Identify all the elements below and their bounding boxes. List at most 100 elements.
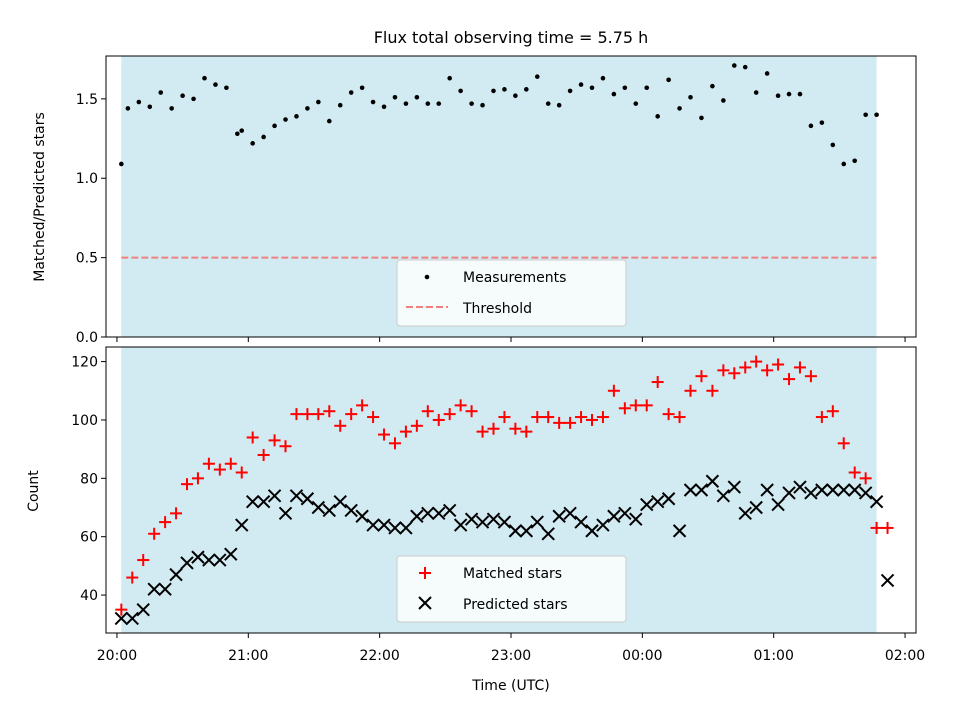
matched-star-point — [772, 358, 785, 371]
predicted-star-point — [880, 573, 895, 588]
predicted-star-point — [650, 494, 665, 509]
matched-star-point — [848, 466, 861, 479]
measurement-point — [261, 134, 266, 140]
matched-star-point — [388, 437, 401, 450]
matched-star-point — [629, 399, 642, 412]
matched-star-point — [870, 521, 883, 534]
measurement-point — [775, 93, 781, 98]
measurement-point — [491, 88, 496, 94]
matched-star-point — [717, 364, 730, 377]
matched-star-point — [476, 425, 489, 438]
predicted-star-point — [311, 500, 326, 515]
measurement-point — [202, 75, 207, 81]
matched-star-point — [684, 384, 697, 397]
legend-matched-label: Matched stars — [463, 566, 562, 582]
measurement-point — [600, 75, 606, 81]
matched-star-point — [367, 411, 380, 424]
measurement-point — [567, 88, 573, 94]
matched-star-point — [739, 361, 752, 374]
measurement-point — [136, 99, 142, 105]
measurement-point — [699, 115, 704, 121]
measurement-point — [392, 94, 398, 100]
predicted-star-point — [826, 483, 840, 497]
matched-star-point — [564, 416, 577, 429]
legend-predicted-marker — [418, 596, 432, 610]
predicted-star-point — [815, 483, 829, 497]
predicted-star-point — [497, 515, 512, 529]
measurement-point — [677, 106, 682, 111]
measurement-point — [224, 85, 229, 91]
predicted-star-point — [355, 509, 369, 523]
measurement-point — [589, 85, 595, 91]
matched-star-point — [246, 431, 259, 444]
matched-star-point — [443, 408, 456, 421]
predicted-star-point — [421, 506, 435, 521]
predicted-star-point — [596, 518, 610, 532]
matched-star-point — [804, 370, 817, 383]
matched-star-point — [520, 425, 533, 438]
predicted-star-point — [727, 480, 742, 494]
measurement-point — [666, 77, 671, 83]
count-panel: 40 60 80 100 120 20:00 21:00 22:00 23:00 00:00 01… — [26, 346, 925, 694]
ratio-x-ticks — [116, 337, 906, 342]
predicted-star-point — [366, 518, 380, 532]
matched-star-point — [607, 384, 620, 397]
measurement-point — [819, 120, 825, 125]
measurement-point — [147, 104, 153, 110]
matched-star-point — [290, 408, 303, 421]
x-tick-label: 20:00 — [97, 648, 137, 664]
y-tick-label: 0.0 — [76, 330, 98, 346]
matched-star-point — [859, 472, 872, 485]
measurement-point — [447, 75, 453, 81]
count-x-axis-label: Time (UTC) — [471, 678, 549, 694]
measurement-point — [731, 63, 737, 68]
predicted-star-point — [256, 494, 271, 509]
predicted-stars-points — [114, 474, 895, 626]
measurement-point — [169, 106, 174, 111]
measurement-point — [272, 123, 277, 129]
matched-star-point — [378, 428, 391, 441]
matched-star-point — [312, 408, 325, 421]
y-tick-label: 40 — [80, 588, 98, 604]
measurement-point — [119, 161, 124, 167]
y-tick-label: 1.5 — [76, 92, 98, 108]
measurement-point — [502, 87, 507, 92]
matched-star-point — [586, 413, 598, 426]
matched-star-point — [728, 367, 741, 380]
predicted-star-point — [760, 483, 774, 497]
measurement-point — [239, 128, 245, 133]
measurement-point — [852, 158, 858, 164]
predicted-star-point — [410, 509, 424, 523]
predicted-star-point — [377, 518, 391, 532]
predicted-star-point — [847, 483, 862, 497]
predicted-star-point — [158, 582, 172, 596]
measurement-point — [644, 85, 650, 91]
matched-star-point — [542, 411, 555, 424]
matched-star-point — [202, 457, 215, 470]
measurement-point — [403, 101, 409, 106]
predicted-star-point — [629, 512, 643, 526]
measurement-point — [337, 102, 343, 108]
measurement-point — [250, 141, 255, 146]
measurement-point — [524, 87, 529, 92]
predicted-star-point — [683, 483, 698, 497]
matched-stars-points — [115, 355, 894, 616]
matched-star-point — [323, 405, 336, 418]
predicted-star-point — [705, 474, 720, 488]
legend-predicted-label: Predicted stars — [463, 597, 568, 613]
matched-star-point — [498, 411, 511, 424]
predicted-star-point — [136, 602, 150, 617]
predicted-star-point — [552, 509, 566, 523]
matched-star-point — [881, 521, 894, 534]
measurement-point — [830, 142, 836, 148]
measurement-point — [655, 114, 660, 119]
matched-star-point — [640, 399, 653, 412]
measurement-point — [764, 71, 770, 76]
predicted-star-point — [475, 515, 490, 529]
count-y-ticks: 40 60 80 100 120 — [71, 355, 106, 604]
predicted-star-point — [574, 515, 588, 529]
matched-star-point — [761, 364, 774, 377]
legend-measurements-label: Measurements — [463, 270, 566, 286]
matched-star-point — [815, 411, 828, 424]
predicted-star-point — [585, 524, 599, 538]
